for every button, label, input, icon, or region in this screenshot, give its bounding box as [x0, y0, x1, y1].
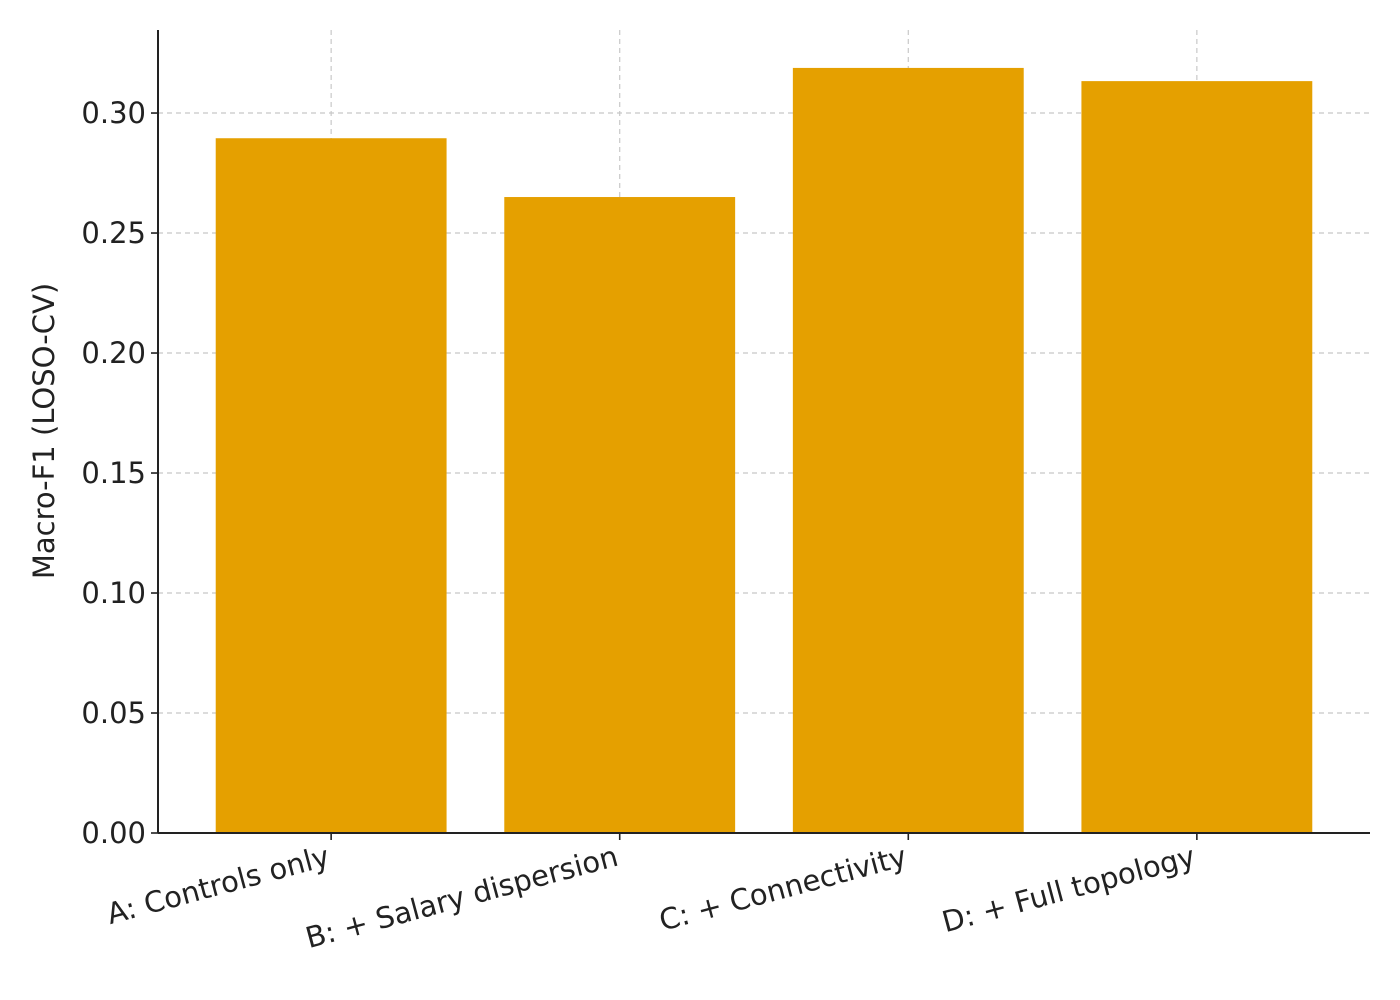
bar	[215, 138, 447, 833]
x-tick-label: A: Controls only	[103, 839, 333, 931]
y-tick-label: 0.05	[81, 696, 146, 730]
x-tick-label: D: + Full topology	[938, 839, 1198, 939]
bar	[792, 67, 1024, 834]
y-tick-label: 0.30	[81, 96, 146, 130]
y-tick-label: 0.15	[81, 456, 146, 490]
x-tick-label: B: + Salary dispersion	[302, 839, 622, 955]
x-tick-label: C: + Connectivity	[655, 839, 910, 938]
y-tick-label: 0.20	[81, 336, 146, 370]
y-tick-label: 0.00	[81, 816, 146, 850]
bar	[1081, 81, 1313, 834]
bar-layer	[215, 67, 1313, 834]
y-tick-label: 0.25	[81, 216, 146, 250]
y-axis-label: Macro-F1 (LOSO-CV)	[27, 283, 61, 579]
y-tick-label: 0.10	[81, 576, 146, 610]
bar	[504, 197, 736, 833]
